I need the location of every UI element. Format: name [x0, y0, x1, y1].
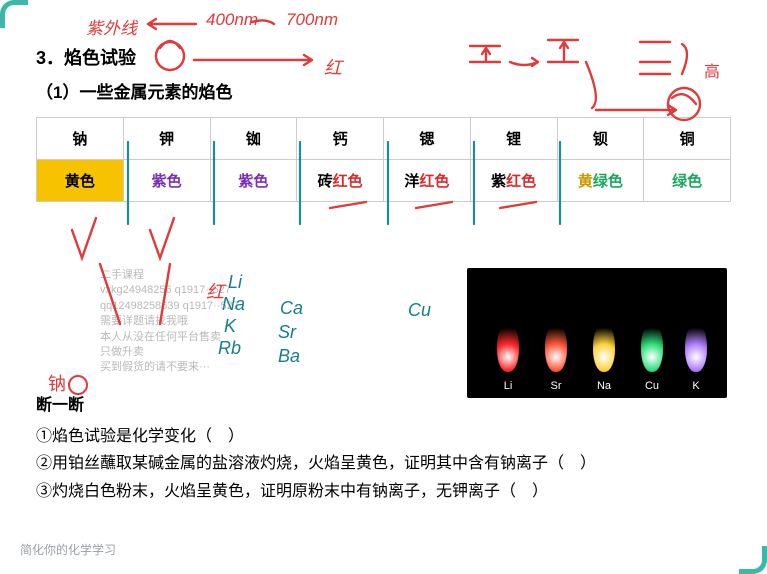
- table-header: 铜: [644, 118, 731, 160]
- question-item: ②用铂丝蘸取某碱金属的盐溶液灼烧，火焰呈黄色，证明其中含有钠离子（ ）: [36, 450, 731, 477]
- table-cell: 砖红色: [297, 160, 384, 202]
- flame-na: [593, 322, 615, 372]
- table-header: 锶: [384, 118, 471, 160]
- annotation-400nm: 400nm: [206, 10, 258, 30]
- table-header: 钾: [123, 118, 210, 160]
- footer-note: 简化你的化学学习: [20, 541, 116, 558]
- annotation-k: K: [224, 316, 236, 337]
- table-header: 锂: [470, 118, 557, 160]
- flame-label: Cu: [641, 380, 663, 392]
- table-cell: 绿色: [644, 160, 731, 202]
- table-cell: 紫红色: [470, 160, 557, 202]
- annotation-na: Na: [222, 294, 245, 315]
- flame-k: [685, 322, 707, 372]
- table-cell: 洋红色: [384, 160, 471, 202]
- table-cell: 紫色: [210, 160, 297, 202]
- flame-label: Li: [497, 380, 519, 392]
- flame-demo-image: Li Sr Na Cu K: [467, 268, 727, 398]
- flame-cu: [641, 322, 663, 372]
- flame-color-table: 钠钾铷钙锶锂钡铜 黄色紫色紫色砖红色洋红色紫红色黄绿色绿色: [36, 117, 731, 202]
- annotation-cu: Cu: [408, 300, 431, 321]
- annotation-sr: Sr: [278, 322, 296, 343]
- section-subhead: （1）一些金属元素的焰色: [36, 78, 731, 103]
- flame-sr: [545, 322, 567, 372]
- table-cell: 黄绿色: [557, 160, 644, 202]
- frame-corner-br: [739, 546, 767, 574]
- content-wrapper: 3．焰色试验 （1）一些金属元素的焰色 钠钾铷钙锶锂钡铜 黄色紫色紫色砖红色洋红…: [0, 0, 767, 515]
- flame-label: Sr: [545, 380, 567, 392]
- annotation-gao: 高: [704, 58, 720, 82]
- question-item: ③灼烧白色粉末，火焰呈黄色，证明原粉末中有钠离子，无钾离子（ ）: [36, 478, 731, 505]
- section-heading: 3．焰色试验: [36, 44, 731, 70]
- watermark-line: 需要详题请找我哦: [100, 314, 239, 329]
- flame-label: K: [685, 380, 707, 392]
- table-header: 钡: [557, 118, 644, 160]
- table-header: 铷: [210, 118, 297, 160]
- table-cell: 紫色: [123, 160, 210, 202]
- table-header: 钙: [297, 118, 384, 160]
- annotation-red: 红: [324, 54, 342, 80]
- annotation-na-circle: 钠: [48, 370, 88, 396]
- annotation-rb: Rb: [218, 338, 241, 359]
- annotation-ca: Ca: [280, 298, 303, 319]
- frame-corner-tl: [0, 0, 28, 28]
- annotation-li: Li: [228, 272, 242, 293]
- flame-label: Na: [593, 380, 615, 392]
- table-header: 钠: [37, 118, 124, 160]
- table-cell: 黄色: [37, 160, 124, 202]
- annotation-uv: 紫外线: [86, 14, 137, 39]
- flame-li: [497, 322, 519, 372]
- annotation-700nm: 700nm: [286, 10, 338, 30]
- annotation-ba: Ba: [278, 346, 300, 367]
- questions-block: 断一断 ①焰色试验是化学变化（ ） ②用铂丝蘸取某碱金属的盐溶液灼烧，火焰呈黄色…: [36, 392, 731, 505]
- question-item: ①焰色试验是化学变化（ ）: [36, 423, 731, 450]
- watermark-line: 买到假货的请不要来···: [100, 360, 239, 375]
